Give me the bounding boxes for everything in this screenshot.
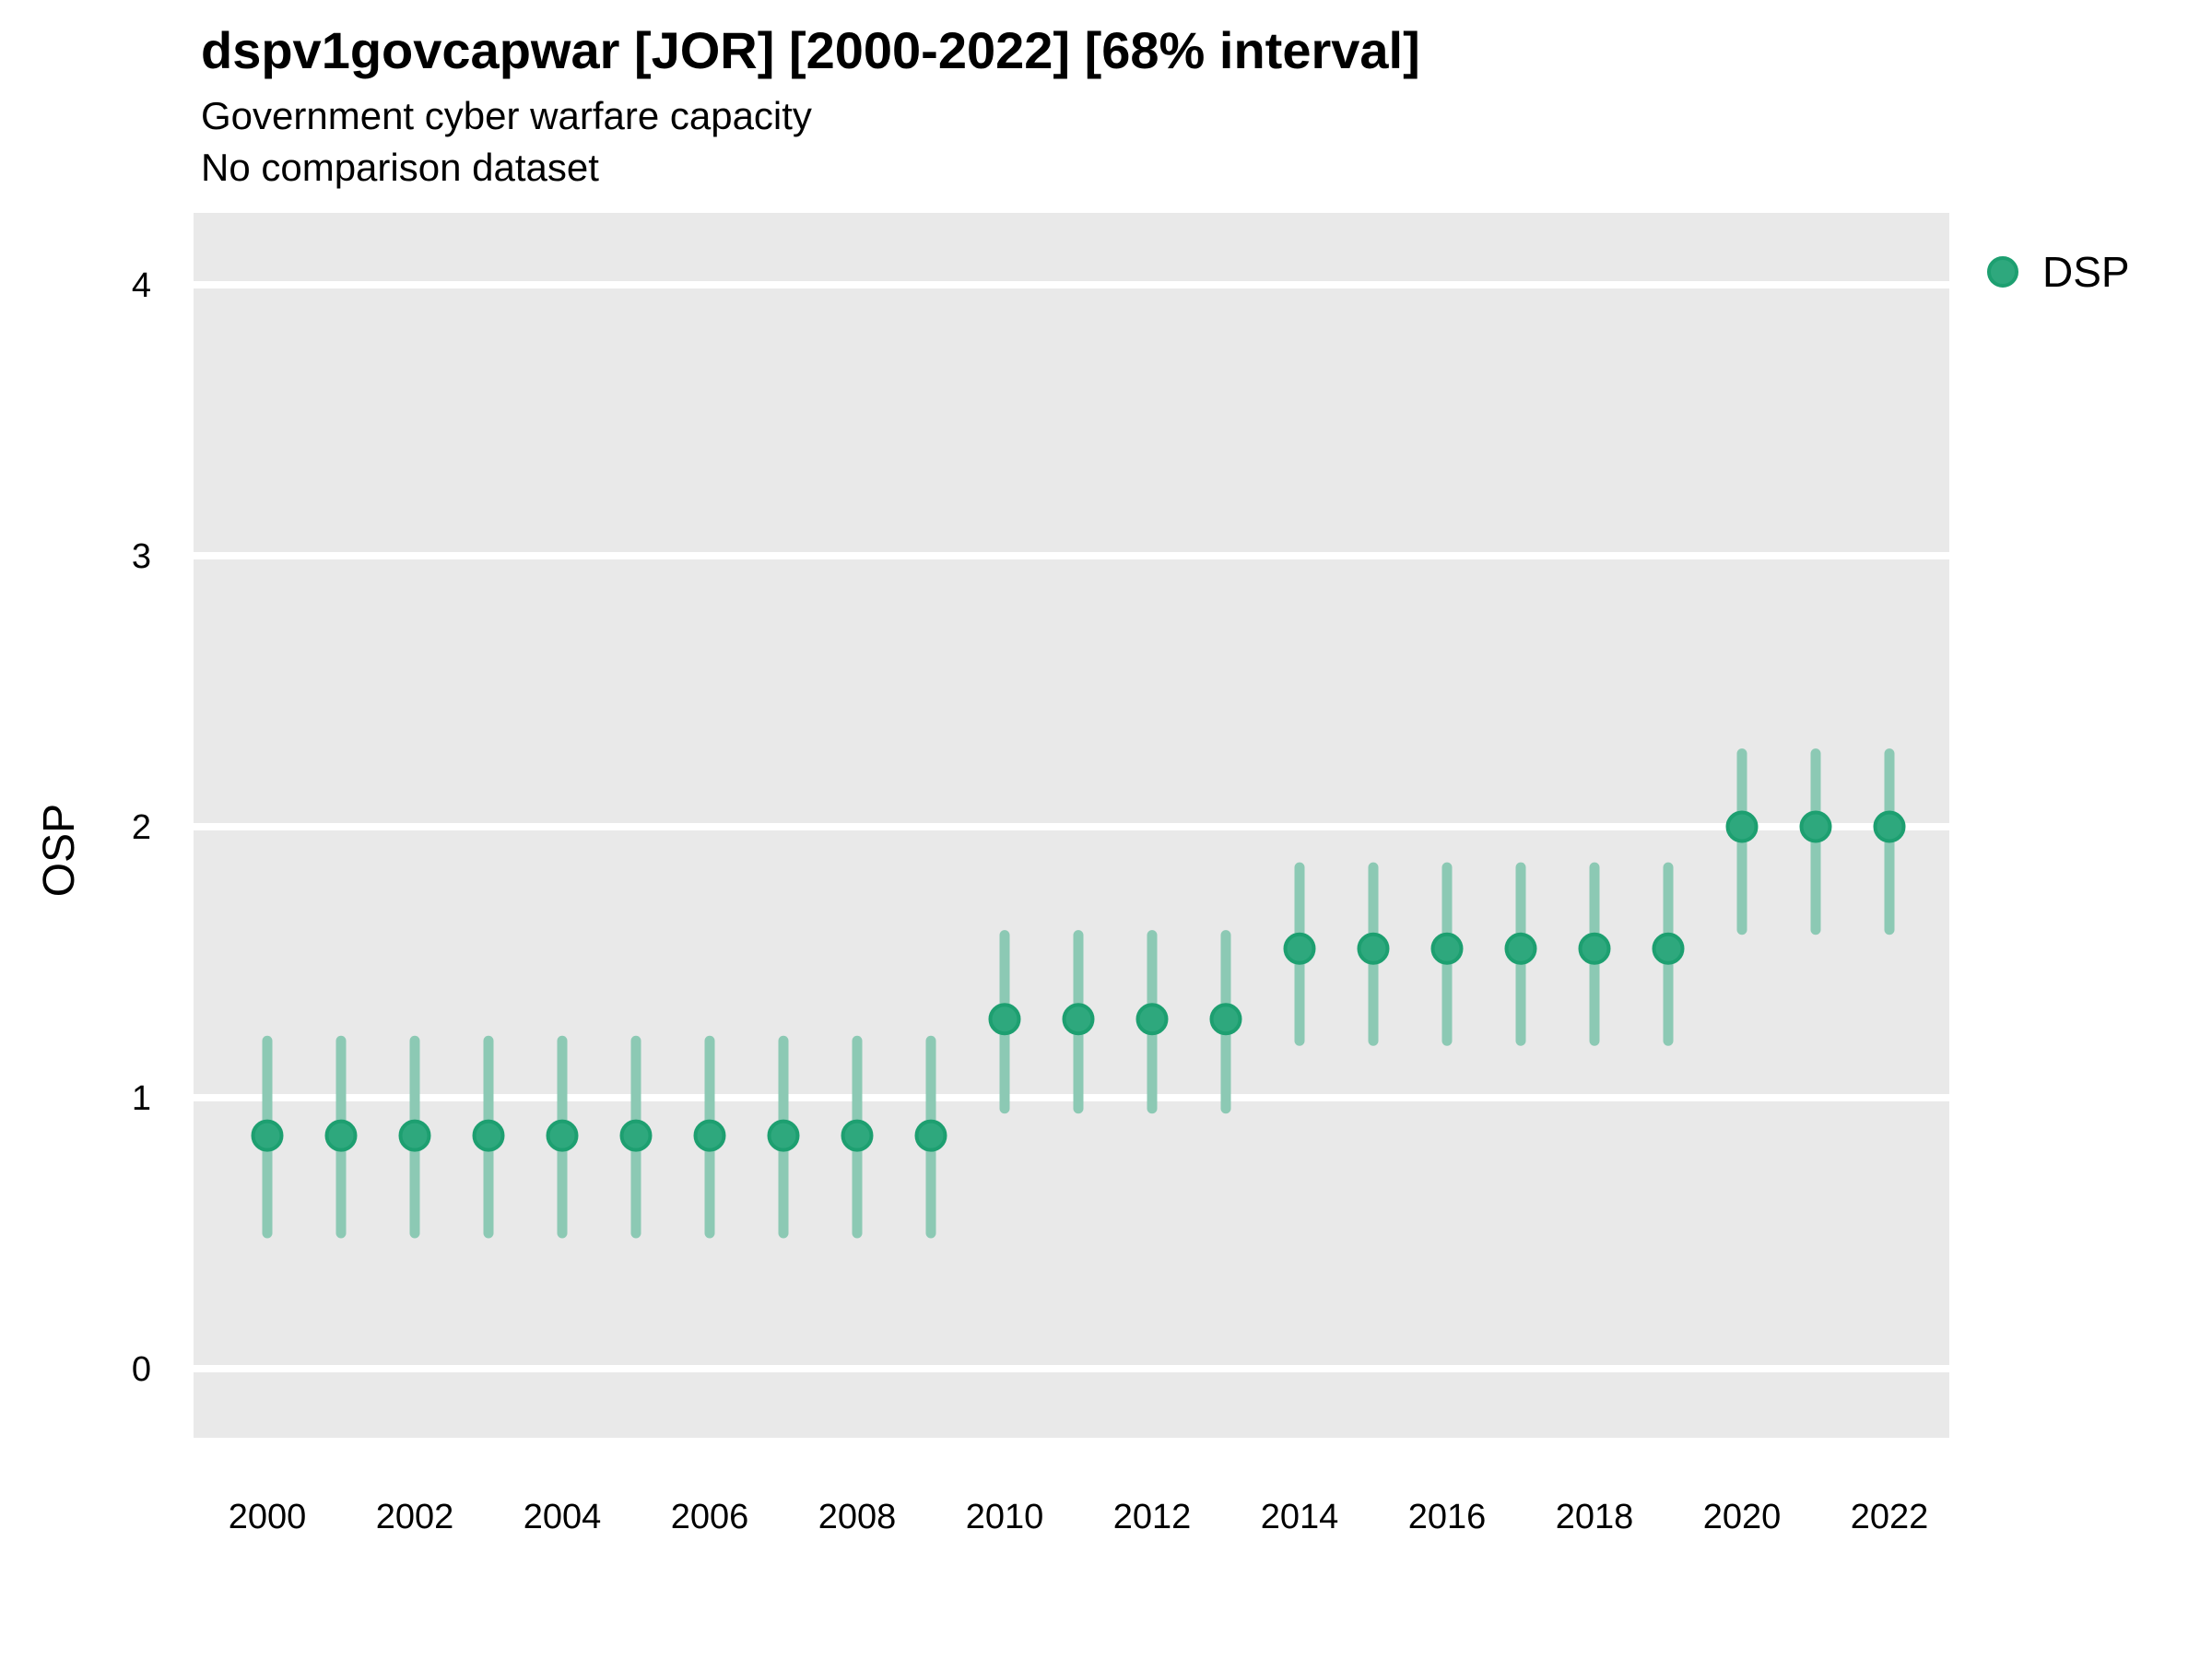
data-point	[1799, 810, 1832, 843]
chart-subtitle: Government cyber warfare capacity	[201, 94, 812, 137]
x-tick-label: 2004	[524, 1498, 602, 1536]
data-point	[693, 1119, 726, 1152]
x-tick-label: 2006	[671, 1498, 749, 1536]
data-point	[1504, 932, 1537, 965]
data-point	[1873, 810, 1906, 843]
data-point	[767, 1119, 800, 1152]
data-point	[988, 1003, 1021, 1036]
data-point	[251, 1119, 284, 1152]
x-tick-label: 2012	[1113, 1498, 1192, 1536]
data-point	[1283, 932, 1316, 965]
data-point	[1430, 932, 1464, 965]
y-axis-title: OSP	[35, 803, 85, 898]
legend: DSP	[1987, 247, 2130, 297]
y-tick-label: 2	[132, 808, 151, 847]
data-point	[472, 1119, 505, 1152]
data-point	[398, 1119, 431, 1152]
x-tick-label: 2010	[966, 1498, 1044, 1536]
data-point	[1725, 810, 1759, 843]
y-tick-label: 3	[132, 537, 151, 576]
data-point	[841, 1119, 874, 1152]
page-title: dspv1govcapwar [JOR] [2000-2022] [68% in…	[201, 21, 1420, 79]
data-point	[1209, 1003, 1242, 1036]
x-tick-label: 2002	[376, 1498, 454, 1536]
x-tick-label: 2016	[1408, 1498, 1487, 1536]
x-tick-label: 2014	[1261, 1498, 1339, 1536]
data-point	[324, 1119, 358, 1152]
data-point	[1135, 1003, 1169, 1036]
data-point	[1357, 932, 1390, 965]
data-point	[1652, 932, 1685, 965]
legend-label: DSP	[2042, 248, 2130, 296]
y-tick-label: 0	[132, 1350, 151, 1389]
data-point	[1062, 1003, 1095, 1036]
x-tick-label: 2018	[1556, 1498, 1634, 1536]
data-point	[546, 1119, 579, 1152]
y-tick-label: 4	[132, 266, 151, 305]
x-tick-label: 2008	[818, 1498, 897, 1536]
x-tick-label: 2020	[1703, 1498, 1782, 1536]
x-tick-label: 2000	[229, 1498, 307, 1536]
x-tick-label: 2022	[1851, 1498, 1929, 1536]
y-tick-label: 1	[132, 1079, 151, 1118]
data-point	[619, 1119, 653, 1152]
legend-circle-icon	[1987, 256, 2018, 288]
comparison-note: No comparison dataset	[201, 146, 599, 189]
data-point	[914, 1119, 947, 1152]
data-point	[1578, 932, 1611, 965]
